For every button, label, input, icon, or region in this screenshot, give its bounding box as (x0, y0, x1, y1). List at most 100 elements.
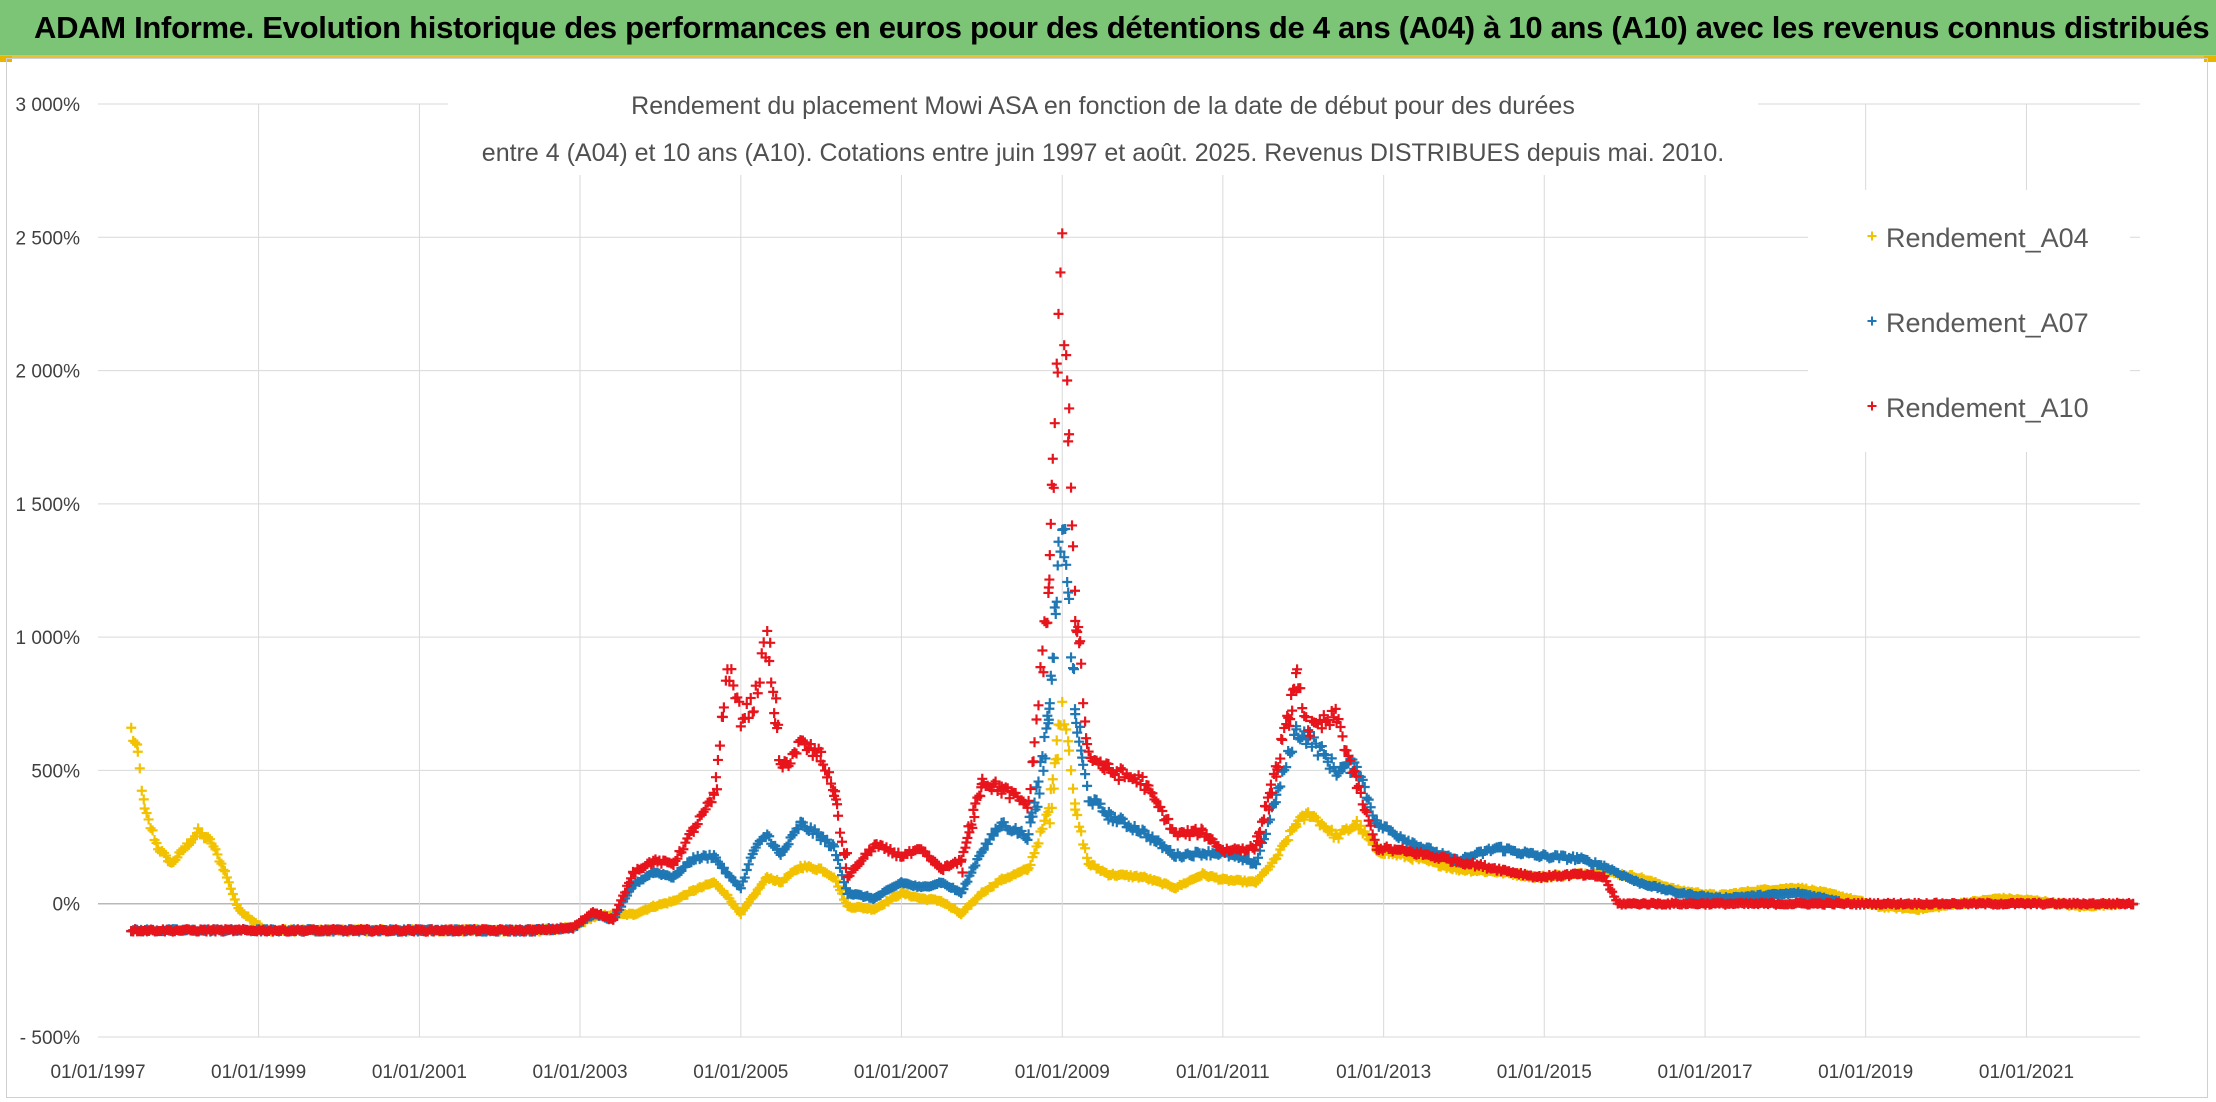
data-point (1051, 596, 1062, 607)
series (126, 228, 2139, 937)
y-tick-label: 2 000% (16, 362, 81, 383)
data-point (1291, 821, 1302, 832)
data-point (1333, 833, 1344, 844)
data-point (1038, 667, 1049, 678)
data-point (1599, 871, 1610, 882)
data-point (1137, 771, 1148, 782)
data-point (1078, 698, 1089, 709)
data-point (138, 794, 149, 805)
data-point (734, 696, 745, 707)
data-point (1034, 788, 1045, 799)
data-point (141, 808, 152, 819)
data-point (1369, 834, 1380, 845)
data-point (1043, 582, 1054, 593)
data-point (826, 778, 837, 789)
data-point (824, 767, 835, 778)
data-point (768, 686, 779, 697)
y-tick-label: 1 500% (16, 495, 81, 516)
data-point (712, 754, 723, 765)
data-point (1076, 826, 1087, 837)
data-point (745, 692, 756, 703)
data-point (1082, 852, 1093, 863)
data-point (1047, 774, 1058, 785)
data-point (1066, 652, 1077, 663)
data-point (1039, 731, 1050, 742)
data-point (988, 830, 999, 841)
data-point (1326, 824, 1337, 835)
data-point (967, 822, 978, 833)
data-point (829, 841, 840, 852)
data-point (706, 797, 717, 808)
data-point (1066, 765, 1077, 776)
data-point (1339, 762, 1350, 773)
data-point (1061, 350, 1072, 361)
data-point (1025, 859, 1036, 870)
data-point (816, 746, 827, 757)
data-point (1070, 804, 1081, 815)
data-point (616, 895, 627, 906)
data-point (1044, 818, 1055, 829)
data-point (1049, 418, 1060, 429)
data-point (741, 699, 752, 710)
data-point (1023, 829, 1034, 840)
data-point (1048, 783, 1059, 794)
data-point (710, 772, 721, 783)
data-point (1045, 518, 1056, 529)
data-point (1022, 865, 1033, 876)
data-point (1047, 453, 1058, 464)
data-point (1287, 705, 1298, 716)
data-point (1082, 739, 1093, 750)
data-point (1367, 810, 1378, 821)
data-point (626, 873, 637, 884)
data-point (1057, 696, 1068, 707)
data-point (743, 712, 754, 723)
data-point (1033, 700, 1044, 711)
data-point (612, 904, 623, 915)
data-point (1330, 703, 1341, 714)
data-point (1320, 749, 1331, 760)
data-point (1268, 798, 1279, 809)
data-point (1075, 721, 1086, 732)
data-point (1070, 585, 1080, 596)
data-point (1016, 825, 1027, 836)
data-point (1083, 746, 1094, 757)
data-point (1349, 765, 1360, 776)
data-point (797, 735, 808, 746)
data-point (1115, 812, 1126, 823)
data-point (1044, 698, 1055, 709)
data-point (1361, 792, 1372, 803)
data-point (1048, 482, 1059, 493)
data-point (1075, 636, 1086, 647)
legend: Rendement_A04 Rendement_A07 Rendement_A10 (1867, 223, 2089, 423)
x-tick-label: 01/01/2003 (532, 1062, 627, 1083)
data-point (700, 804, 711, 815)
data-point (1137, 824, 1148, 835)
data-point (1051, 358, 1062, 369)
legend-marker (1867, 316, 1877, 326)
data-point (956, 854, 967, 865)
data-point (1151, 796, 1162, 807)
series-Rendement_A10 (126, 228, 2139, 937)
data-point (1029, 848, 1040, 859)
data-point (726, 664, 737, 675)
data-point (1157, 805, 1168, 816)
data-point (210, 844, 221, 855)
data-point (1304, 730, 1315, 741)
data-point (785, 758, 796, 769)
y-tick-label: 1 000% (16, 628, 81, 649)
data-point (1359, 805, 1370, 816)
chart-title-line1: Rendement du placement Mowi ASA en fonct… (631, 92, 1575, 120)
data-point (1117, 813, 1128, 824)
data-point (1603, 879, 1614, 890)
data-point (822, 834, 833, 845)
chart-frame (6, 58, 2208, 1098)
data-point (1076, 658, 1087, 669)
x-tick-label: 01/01/2001 (372, 1062, 467, 1083)
data-point (1078, 759, 1089, 770)
data-point (1037, 645, 1048, 656)
data-point (1266, 787, 1277, 798)
data-point (178, 845, 189, 856)
data-point (748, 706, 759, 717)
data-point (126, 722, 137, 733)
